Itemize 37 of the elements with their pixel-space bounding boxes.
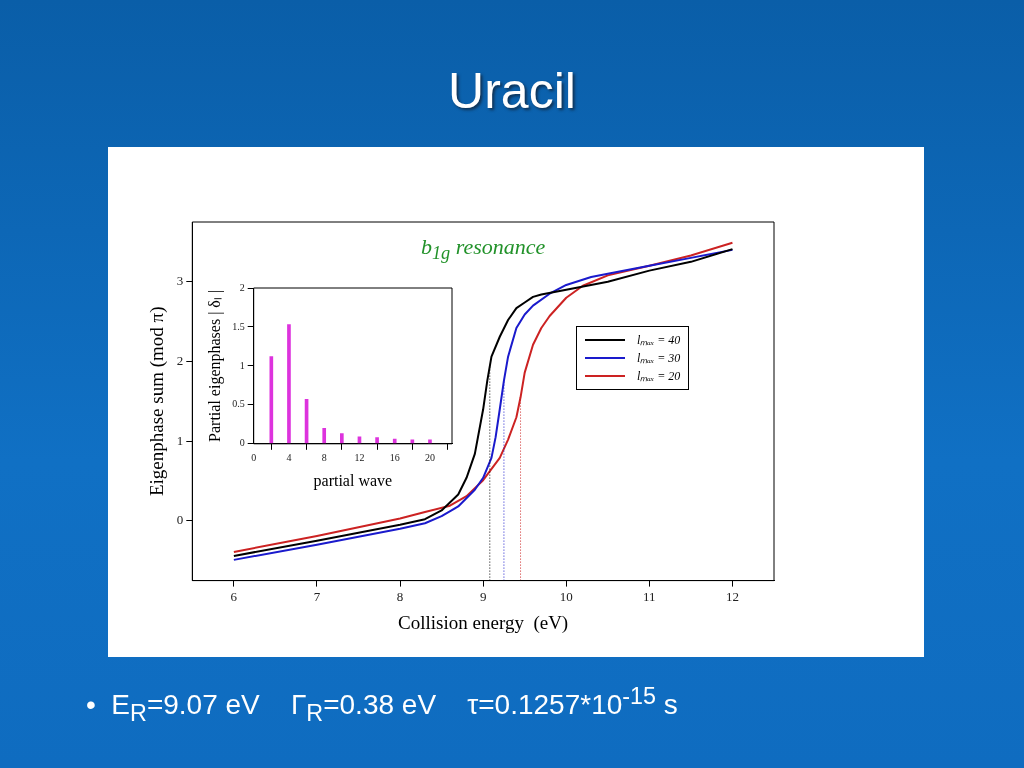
x-tick-label: 4 <box>286 452 292 464</box>
x-axis-title: partial wave <box>313 471 393 490</box>
x-tick-label: 11 <box>643 588 656 604</box>
x-tick-label: 20 <box>424 452 435 464</box>
bar <box>269 356 274 444</box>
y-tick-label: 1.5 <box>232 320 245 332</box>
bar <box>322 427 327 444</box>
chart-title: Uracil <box>447 62 577 120</box>
y-tick-label: 2 <box>239 281 245 293</box>
x-tick-label: 9 <box>479 588 487 604</box>
bar <box>375 437 379 444</box>
y-tick-label: 2 <box>176 352 184 368</box>
y-tick-label: 1 <box>239 359 245 371</box>
annotation: b$_{1g}$ resonance <box>420 234 546 265</box>
legend-label: lₘₐₓ = 40 <box>637 332 681 349</box>
y-tick-label: 0 <box>176 512 184 528</box>
y-axis-title: Partial eigenphases | δₗ | <box>205 289 224 442</box>
x-axis-title: Collision energy (eV) <box>398 611 569 634</box>
bar <box>287 324 291 444</box>
y-tick-label: 3 <box>176 273 184 289</box>
y-tick-label: 0 <box>239 437 245 449</box>
x-tick-label: 12 <box>725 588 739 604</box>
x-tick-label: 8 <box>321 452 327 464</box>
x-tick-label: 6 <box>230 588 238 604</box>
legend-label: lₘₐₓ = 20 <box>637 368 681 385</box>
y-tick-label: 1 <box>176 432 184 448</box>
x-tick-label: 0 <box>251 452 257 464</box>
bar <box>340 433 344 444</box>
x-tick-label: 10 <box>559 588 573 604</box>
x-tick-label: 12 <box>354 452 365 464</box>
legend-label: lₘₐₓ = 30 <box>637 350 681 367</box>
x-tick-label: 7 <box>313 588 321 604</box>
y-tick-label: 0.5 <box>232 398 245 410</box>
y-axis-title: Eigenphase sum (mod π) <box>146 306 169 497</box>
x-tick-label: 8 <box>396 588 404 604</box>
text: • E$_{R}$=9.07 eV Γ$_{R}$=0.38 eV τ=0.1257*10$^{-15}$ s <box>86 683 678 727</box>
x-tick-label: 16 <box>389 452 400 464</box>
